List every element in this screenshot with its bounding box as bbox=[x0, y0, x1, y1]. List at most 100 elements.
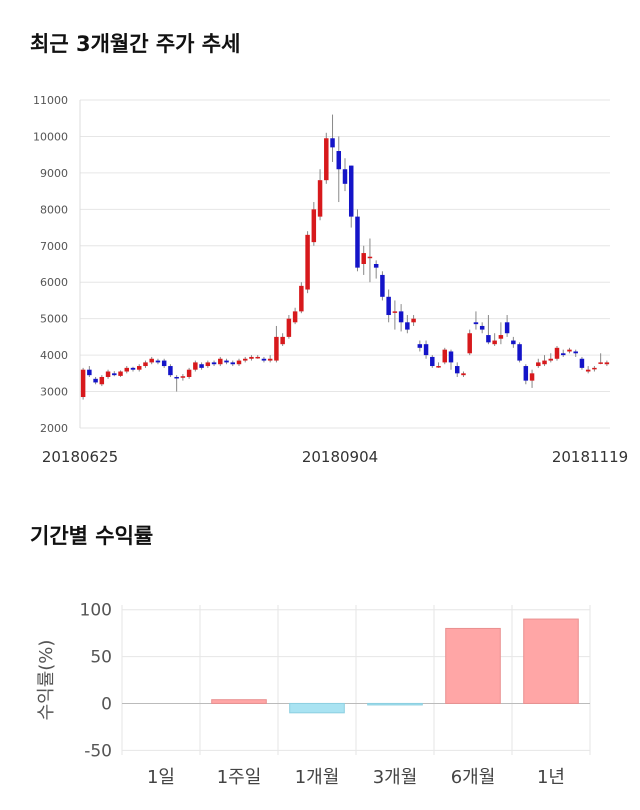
bar bbox=[367, 702, 423, 706]
candle-body bbox=[230, 362, 236, 365]
candle bbox=[130, 366, 136, 372]
y-tick-label: 6000 bbox=[40, 276, 68, 289]
y-tick-label: -50 bbox=[84, 741, 112, 761]
candle bbox=[579, 356, 585, 370]
candle-body bbox=[136, 366, 142, 370]
candle-body bbox=[454, 366, 460, 374]
candle-body bbox=[436, 366, 441, 368]
candle bbox=[324, 132, 329, 184]
candle bbox=[592, 366, 597, 372]
candle bbox=[542, 355, 547, 367]
candle bbox=[467, 329, 472, 356]
candle bbox=[386, 289, 391, 323]
candle bbox=[218, 356, 223, 367]
candle bbox=[305, 231, 310, 294]
candle-body bbox=[579, 358, 585, 368]
candle-body bbox=[286, 318, 292, 337]
candle bbox=[342, 158, 348, 192]
candle-body bbox=[448, 351, 454, 363]
candle-body bbox=[280, 336, 285, 345]
candle-body bbox=[299, 285, 304, 312]
candle bbox=[517, 342, 522, 363]
candle bbox=[180, 374, 186, 381]
candle-body bbox=[180, 376, 186, 378]
candle-body bbox=[80, 369, 86, 398]
candle-body bbox=[548, 358, 554, 361]
y-tick-label: 5000 bbox=[40, 313, 68, 326]
candle bbox=[573, 349, 578, 357]
candle-body bbox=[130, 367, 136, 370]
candle bbox=[124, 366, 130, 374]
candle bbox=[161, 358, 167, 368]
candle-body bbox=[398, 311, 404, 323]
candle bbox=[93, 376, 98, 385]
candle bbox=[529, 369, 535, 388]
candle-body bbox=[498, 335, 504, 339]
candle bbox=[299, 282, 304, 314]
candle bbox=[336, 136, 342, 203]
candle-body bbox=[461, 373, 466, 376]
candle-body bbox=[186, 369, 192, 377]
candle bbox=[523, 364, 529, 385]
candle bbox=[430, 355, 435, 368]
candle-body bbox=[542, 360, 547, 365]
candle-body bbox=[560, 353, 566, 356]
candle-body bbox=[417, 344, 423, 348]
y-tick-label: 3000 bbox=[40, 386, 68, 399]
candle-body bbox=[473, 322, 479, 325]
candle bbox=[105, 369, 111, 379]
candle bbox=[604, 360, 610, 367]
candle-body bbox=[567, 349, 572, 352]
candle-body bbox=[442, 349, 448, 363]
candle bbox=[473, 311, 479, 330]
returns-title: 기간별 수익률 bbox=[30, 524, 154, 548]
candle-body bbox=[168, 366, 173, 376]
y-tick-label: 0 bbox=[101, 694, 112, 714]
candle-body bbox=[199, 364, 204, 368]
bar bbox=[445, 627, 501, 704]
x-tick-label: 20180904 bbox=[302, 448, 378, 466]
x-tick-label: 1주일 bbox=[217, 767, 262, 788]
candle bbox=[554, 346, 560, 361]
candle-body bbox=[367, 256, 373, 259]
candle bbox=[398, 304, 404, 332]
y-axis-label: 수익률(%) bbox=[36, 640, 57, 721]
candle bbox=[168, 364, 173, 377]
candle bbox=[205, 360, 211, 368]
x-tick-label: 1일 bbox=[147, 767, 175, 788]
price-trend-title: 최근 3개월간 주가 추세 bbox=[30, 32, 241, 56]
candle bbox=[242, 356, 248, 363]
candle bbox=[317, 169, 323, 221]
candle bbox=[87, 366, 92, 377]
candle bbox=[448, 349, 454, 370]
candle-body bbox=[105, 371, 111, 377]
candle bbox=[392, 300, 398, 330]
x-tick-label: 6개월 bbox=[451, 767, 496, 788]
candle bbox=[236, 358, 242, 367]
candle bbox=[361, 245, 366, 275]
candle bbox=[536, 358, 541, 368]
candle-body bbox=[218, 358, 223, 365]
candle-body bbox=[305, 234, 310, 290]
candle bbox=[80, 367, 86, 400]
candle bbox=[280, 333, 285, 346]
candle-body bbox=[330, 138, 335, 148]
candle-body bbox=[255, 356, 260, 359]
candle bbox=[560, 349, 566, 357]
candle bbox=[411, 315, 416, 326]
candle-body bbox=[504, 322, 510, 334]
candle bbox=[461, 371, 466, 377]
candle-body bbox=[486, 335, 491, 343]
candle-body bbox=[511, 340, 516, 345]
candle-body bbox=[604, 362, 610, 365]
candle-body bbox=[336, 151, 342, 170]
candle-body bbox=[523, 366, 529, 381]
candle-body bbox=[161, 360, 167, 367]
candle-body bbox=[317, 180, 323, 217]
candle bbox=[380, 271, 385, 301]
candle bbox=[118, 370, 123, 377]
candle-body bbox=[292, 311, 298, 323]
candle bbox=[199, 362, 204, 370]
candle-body bbox=[348, 165, 354, 217]
candle-body bbox=[311, 209, 317, 243]
